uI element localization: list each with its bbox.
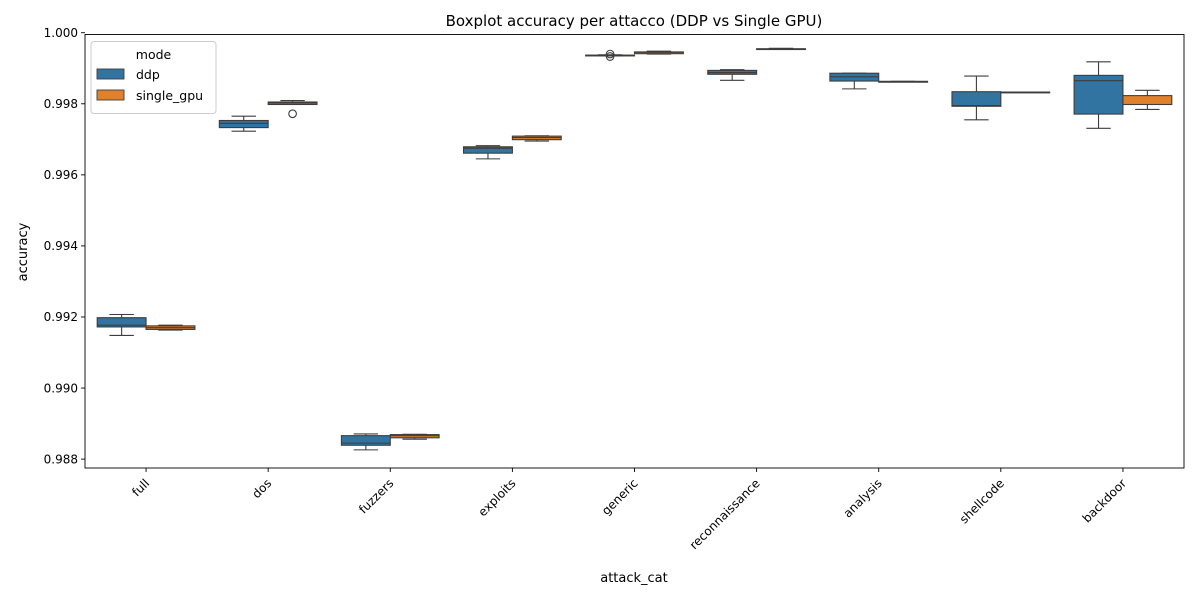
y-tick-label: 0.990 <box>44 381 78 395</box>
box-ddp-backdoor <box>1073 61 1124 129</box>
y-tick-label: 1.000 <box>44 26 78 40</box>
box-ddp-exploits <box>462 145 513 160</box>
x-tick-label-backdoor: backdoor <box>1080 476 1129 525</box>
outlier-point <box>605 52 615 61</box>
y-axis-label: accuracy <box>16 222 31 281</box>
box-single_gpu-full <box>145 324 196 331</box>
box-iqr <box>1073 74 1124 115</box>
box-ddp-fuzzers <box>340 433 391 451</box>
box-iqr <box>951 91 1002 107</box>
box-iqr <box>1122 95 1173 106</box>
x-axis-label: attack_cat <box>600 571 668 586</box>
legend-label-single-gpu: single_gpu <box>136 88 203 103</box>
y-tick-label: 0.988 <box>44 452 78 466</box>
x-tick-label-analysis: analysis <box>841 476 885 520</box>
box-single_gpu-shellcode <box>1000 91 1051 94</box>
legend-swatch-single-gpu <box>96 89 125 101</box>
y-tick-label: 0.992 <box>44 310 78 324</box>
x-tick-label-reconnaissance: reconnaissance <box>687 476 763 552</box>
x-tick-label-fuzzers: fuzzers <box>356 476 396 516</box>
box-ddp-shellcode <box>951 75 1002 121</box>
box-ddp-analysis <box>829 72 880 90</box>
box-single_gpu-exploits <box>511 135 562 142</box>
legend-title: mode <box>136 47 172 62</box>
outlier-point <box>288 109 297 119</box>
box-ddp-generic <box>585 49 636 61</box>
y-tick-label: 0.994 <box>44 239 78 253</box>
x-tick-label-shellcode: shellcode <box>957 476 1007 526</box>
outlier-point <box>605 49 615 59</box>
box-single_gpu-fuzzers <box>389 433 440 440</box>
x-tick-label-dos: dos <box>249 476 274 501</box>
box-iqr <box>462 146 513 154</box>
plot-area <box>96 47 1173 451</box>
x-tick-label-generic: generic <box>599 476 641 518</box>
y-tick-label: 0.996 <box>44 168 78 182</box>
box-single_gpu-generic <box>633 50 684 55</box>
x-axis: full dos fuzzers exploits generic reconnaissa… <box>129 468 1129 552</box>
legend-label-ddp: ddp <box>136 67 160 82</box>
chart-title: Boxplot accuracy per attacco (DDP vs Sin… <box>446 12 823 30</box>
plot-frame <box>84 34 1185 469</box>
box-ddp-full <box>96 313 147 337</box>
box-single_gpu-dos <box>267 100 318 119</box>
box-ddp-reconnaissance <box>707 69 758 81</box>
y-axis: 0.988 0.990 0.992 0.994 0.996 0.998 1.000 <box>44 26 85 466</box>
x-tick-label-full: full <box>129 476 152 499</box>
x-tick-label-exploits: exploits <box>475 476 518 519</box>
box-single_gpu-analysis <box>878 80 929 83</box>
box-ddp-dos <box>218 115 269 132</box>
box-single_gpu-reconnaissance <box>756 47 807 51</box>
box-iqr <box>340 435 391 446</box>
legend: mode ddp single_gpu <box>90 41 217 114</box>
legend-swatch-ddp <box>96 68 125 80</box>
y-tick-label: 0.998 <box>44 97 78 111</box>
box-iqr <box>218 119 269 129</box>
box-single_gpu-backdoor <box>1122 89 1173 111</box>
box-iqr <box>96 317 147 328</box>
